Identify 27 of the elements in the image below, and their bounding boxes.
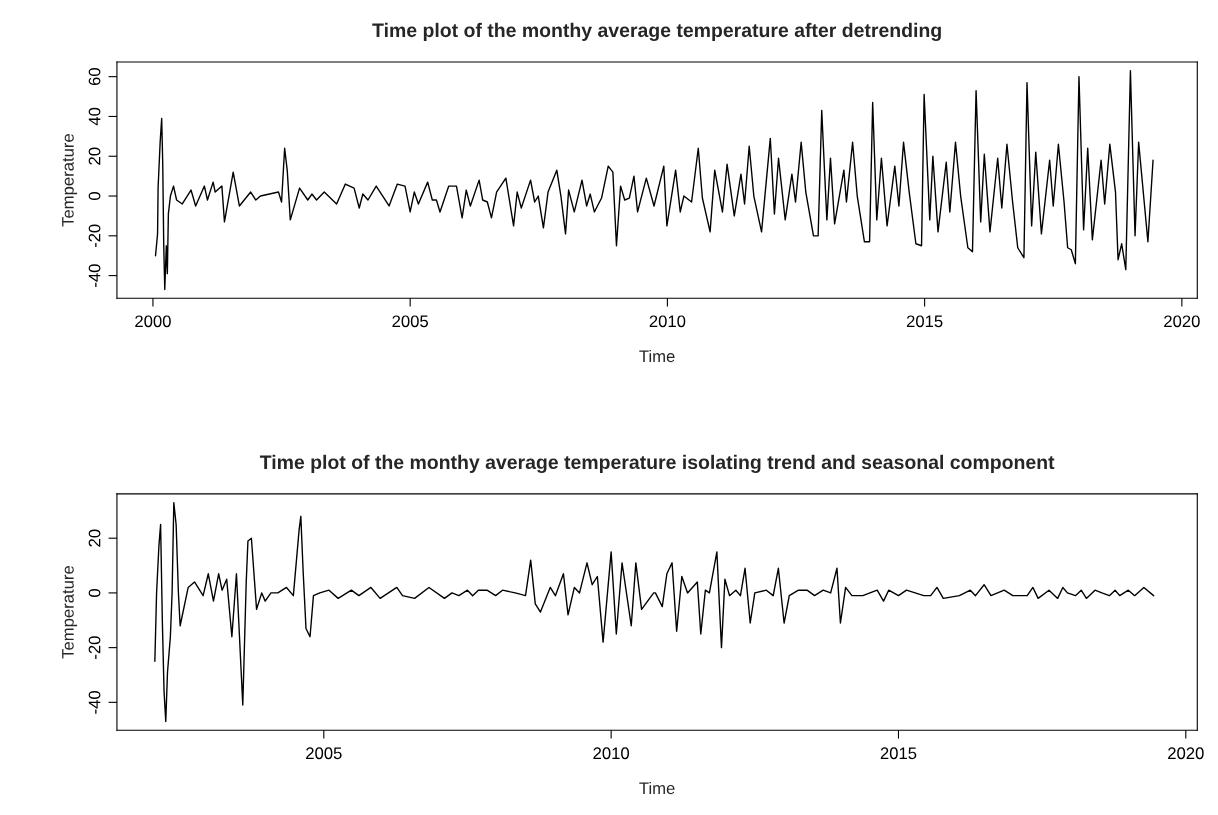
- y-tick-label: 20: [88, 147, 101, 165]
- x-tick-label: 2000: [135, 315, 171, 328]
- y-tick-label: 60: [88, 68, 101, 86]
- y-tick-label: 0: [88, 192, 101, 201]
- y-tick-label: 0: [88, 588, 101, 597]
- x-tick-label: 2005: [392, 315, 429, 328]
- x-tick-label: 2015: [880, 747, 917, 760]
- x-tick-label: 2020: [1164, 315, 1200, 328]
- y-tick-label: 40: [88, 107, 101, 126]
- x-axis-title: Time: [639, 781, 675, 795]
- y-axis-title: Temperature: [62, 134, 78, 227]
- y-tick-label: 20: [88, 529, 101, 547]
- x-tick-label: 2020: [1168, 747, 1204, 760]
- line-series: [154, 69, 1154, 291]
- x-tick-label: 2010: [593, 747, 630, 760]
- y-tick-label: -40: [88, 690, 101, 714]
- x-tick-label: 2005: [306, 747, 342, 760]
- chart-title: Time plot of the monthy average temperature isolating trend and seasonal component: [259, 454, 1055, 474]
- x-axis-title: Time: [639, 349, 675, 363]
- y-tick-label: -20: [88, 636, 101, 659]
- x-tick-label: 2010: [649, 315, 686, 328]
- x-tick-label: 2015: [906, 315, 943, 328]
- y-axis-title: Temperature: [62, 566, 78, 659]
- line-series: [154, 501, 1155, 723]
- y-tick-label: -20: [88, 224, 101, 248]
- chart-title: Time plot of the monthy average temperature after detrending: [372, 22, 941, 42]
- y-tick-label: -40: [88, 264, 101, 287]
